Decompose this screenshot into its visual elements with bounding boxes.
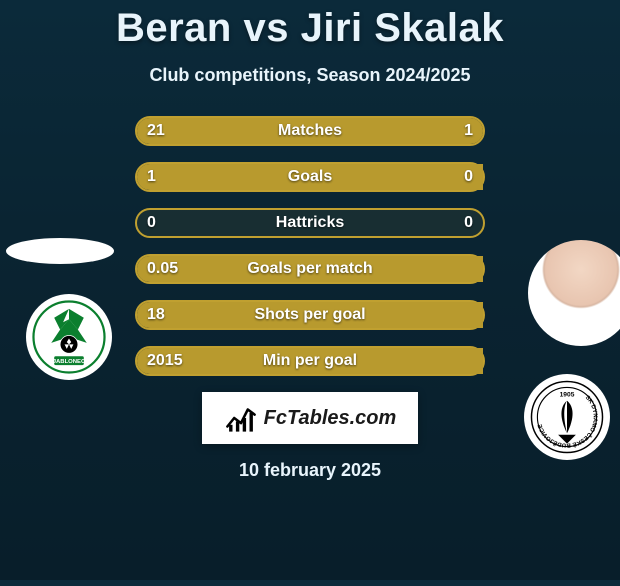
stat-row: 21 Matches 1 bbox=[135, 116, 485, 146]
stat-label: Shots per goal bbox=[254, 306, 365, 324]
player2-club-badge: SK DYNAMO ČESKÉ BUDĚJOVICE 1905 bbox=[524, 374, 610, 460]
player1-club-badge: JABLONEC bbox=[26, 294, 112, 380]
stat-value-left: 2015 bbox=[147, 352, 183, 370]
stat-value-left: 0 bbox=[147, 214, 156, 232]
player2-avatar bbox=[528, 240, 620, 346]
title-player1: Beran bbox=[116, 6, 232, 50]
stat-value-right: 0 bbox=[464, 214, 473, 232]
club-badge-icon: SK DYNAMO ČESKÉ BUDĚJOVICE 1905 bbox=[530, 380, 604, 454]
stat-row: 18 Shots per goal bbox=[135, 300, 485, 330]
stat-label: Hattricks bbox=[276, 214, 344, 232]
generated-date: 10 february 2025 bbox=[0, 460, 620, 481]
svg-text:JABLONEC: JABLONEC bbox=[53, 359, 86, 365]
brand-badge: FcTables.com bbox=[202, 392, 418, 444]
subtitle: Club competitions, Season 2024/2025 bbox=[0, 65, 620, 86]
brand-chart-icon bbox=[224, 401, 258, 435]
title-vs: vs bbox=[243, 6, 289, 50]
club-badge-icon: JABLONEC bbox=[32, 300, 106, 374]
stat-label: Min per goal bbox=[263, 352, 357, 370]
stat-value-left: 0.05 bbox=[147, 260, 178, 278]
stat-value-left: 21 bbox=[147, 122, 165, 140]
stat-label: Goals bbox=[288, 168, 332, 186]
stat-label: Matches bbox=[278, 122, 342, 140]
svg-text:1905: 1905 bbox=[560, 391, 575, 398]
stat-row: 1 Goals 0 bbox=[135, 162, 485, 192]
stat-label: Goals per match bbox=[247, 260, 372, 278]
stat-row: 0.05 Goals per match bbox=[135, 254, 485, 284]
stat-value-right: 1 bbox=[464, 122, 473, 140]
stat-row: 2015 Min per goal bbox=[135, 346, 485, 376]
stat-value-left: 1 bbox=[147, 168, 156, 186]
stat-value-left: 18 bbox=[147, 306, 165, 324]
player1-avatar bbox=[6, 238, 114, 264]
stats-bars: 21 Matches 1 1 Goals 0 0 Hattricks 0 0.05 Goals pe… bbox=[135, 116, 485, 376]
page-title: Beran vs Jiri Skalak bbox=[0, 6, 620, 51]
stat-value-right: 0 bbox=[464, 168, 473, 186]
stat-row: 0 Hattricks 0 bbox=[135, 208, 485, 238]
title-player2: Jiri Skalak bbox=[301, 6, 504, 50]
comparison-content: JABLONEC SK DYNAMO ČESKÉ BUDĚJOVICE 1905… bbox=[0, 116, 620, 376]
brand-text: FcTables.com bbox=[264, 407, 397, 430]
